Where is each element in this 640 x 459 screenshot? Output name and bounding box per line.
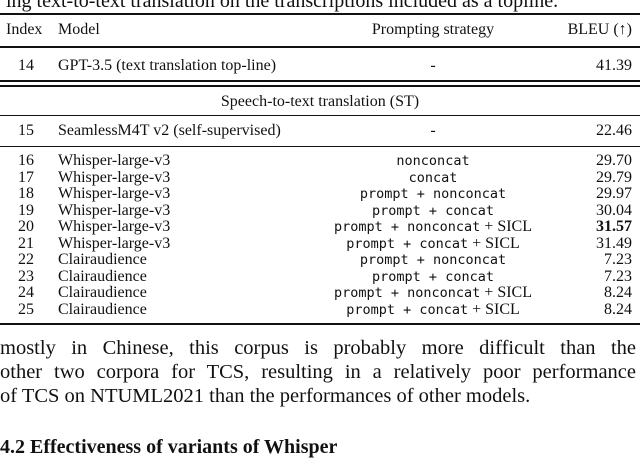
cell-strategy: prompt + concat — [372, 268, 494, 285]
cell-strategy: - — [430, 57, 436, 74]
cell-model: SeamlessM4T v2 (self-supervised) — [58, 122, 281, 139]
cell-bleu: 22.46 — [596, 122, 632, 139]
cell-bleu: 41.39 — [596, 57, 632, 74]
cell-model: Clairaudience — [58, 284, 147, 301]
cell-bleu: 31.49 — [596, 234, 632, 252]
table-bottom-rule — [0, 323, 640, 325]
cell-model: GPT-3.5 (text translation top-line) — [58, 57, 277, 74]
cell-bleu: 7.23 — [604, 251, 632, 268]
caption-fragment: ing text-to-text translation on the tran… — [6, 0, 559, 12]
section-rule — [0, 115, 640, 116]
cell-bleu: 8.24 — [604, 284, 632, 301]
cell-bleu: 30.04 — [596, 201, 632, 219]
header-bleu: BLEU (↑) — [567, 21, 632, 38]
cell-strategy: prompt + nonconcat + SICL — [333, 218, 533, 236]
cell-bleu: 29.97 — [596, 185, 632, 202]
paragraph-line: other two corpora for TCS, resulting in … — [0, 361, 636, 383]
cell-index: 23 — [18, 267, 34, 285]
table-row: 20 Whisper-large-v3 prompt + nonconcat +… — [0, 218, 640, 236]
cell-bleu: 31.57 — [596, 218, 632, 235]
table-header-row: Index Model Prompting strategy BLEU (↑) — [0, 22, 640, 38]
cell-index: 16 — [18, 152, 34, 169]
cell-model: Whisper-large-v3 — [58, 152, 171, 169]
cell-model: Clairaudience — [58, 267, 147, 285]
table-row: 25 Clairaudience prompt + concat + SICL … — [0, 300, 640, 318]
section-title-st: Speech-to-text translation (ST) — [220, 93, 420, 110]
cell-model: Whisper-large-v3 — [58, 185, 171, 202]
cell-strategy: prompt + concat + SICL — [346, 300, 520, 318]
cell-strategy: prompt + nonconcat + SICL — [333, 284, 533, 302]
table-row: 16 Whisper-large-v3 nonconcat 29.70 — [0, 152, 640, 170]
cell-index: 25 — [18, 300, 34, 318]
table-row: 17 Whisper-large-v3 concat 29.79 — [0, 168, 640, 186]
cell-index: 18 — [18, 185, 34, 202]
header-index: Index — [6, 21, 43, 38]
cell-bleu: 8.24 — [604, 300, 632, 318]
cell-bleu: 7.23 — [604, 267, 632, 285]
table-row: 19 Whisper-large-v3 prompt + concat 30.0… — [0, 201, 640, 219]
header-model: Model — [58, 21, 100, 38]
double-rule-upper — [0, 80, 640, 82]
cell-strategy: prompt + nonconcat — [359, 252, 507, 268]
cell-strategy: prompt + concat — [372, 202, 494, 219]
cell-index: 21 — [18, 234, 34, 252]
header-strategy: Prompting strategy — [371, 21, 495, 38]
cell-index: 19 — [18, 201, 34, 219]
cell-bleu: 29.79 — [596, 168, 632, 186]
header-rule — [0, 46, 640, 48]
cell-model: Clairaudience — [58, 300, 147, 318]
table-row: 22 Clairaudience prompt + nonconcat 7.23 — [0, 251, 640, 269]
table-row: 24 Clairaudience prompt + nonconcat + SI… — [0, 284, 640, 302]
cell-strategy: nonconcat — [396, 153, 470, 169]
next-section-heading: 4.2 Effectiveness of variants of Whisper — [0, 436, 338, 458]
table-row: 21 Whisper-large-v3 prompt + concat + SI… — [0, 234, 640, 252]
cell-model: Whisper-large-v3 — [58, 168, 171, 186]
cell-strategy: - — [430, 122, 436, 139]
cell-model: Clairaudience — [58, 251, 147, 268]
cell-bleu: 29.70 — [596, 152, 632, 169]
cell-index: 24 — [18, 284, 34, 301]
group-rule — [0, 146, 640, 147]
cell-index: 17 — [18, 168, 34, 186]
cell-model: Whisper-large-v3 — [58, 218, 171, 235]
table-row: 18 Whisper-large-v3 prompt + nonconcat 2… — [0, 185, 640, 203]
cell-strategy: prompt + concat + SICL — [346, 234, 520, 252]
cell-strategy: prompt + nonconcat — [359, 186, 507, 202]
cell-index: 14 — [18, 57, 34, 74]
body-paragraph: mostly in Chinese, this corpus is probab… — [0, 336, 636, 408]
table-top-rule — [0, 13, 640, 15]
cell-index: 15 — [18, 122, 34, 139]
table-row-topline: 14 GPT-3.5 (text translation top-line) -… — [0, 58, 640, 74]
cell-index: 22 — [18, 251, 34, 268]
cell-strategy: concat — [408, 169, 458, 186]
cell-model: Whisper-large-v3 — [58, 201, 171, 219]
paragraph-line: mostly in Chinese, this corpus is probab… — [0, 337, 636, 359]
table-row: 23 Clairaudience prompt + concat 7.23 — [0, 267, 640, 285]
double-rule-lower — [0, 85, 640, 87]
cell-model: Whisper-large-v3 — [58, 234, 171, 252]
cell-index: 20 — [18, 218, 34, 235]
table-row-seamless: 15 SeamlessM4T v2 (self-supervised) - 22… — [0, 123, 640, 139]
paragraph-line: of TCS on NTUML2021 than the performance… — [0, 385, 531, 407]
